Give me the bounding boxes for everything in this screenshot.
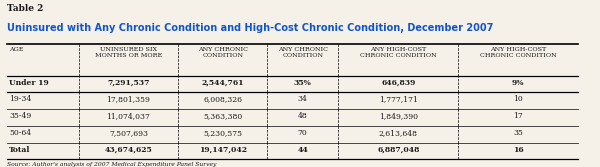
Text: 2,544,761: 2,544,761: [202, 79, 244, 87]
Text: 17,801,359: 17,801,359: [107, 95, 151, 103]
Text: 35: 35: [514, 129, 523, 137]
Text: ANY CHRONIC
CONDITION: ANY CHRONIC CONDITION: [198, 47, 248, 58]
Text: 44: 44: [298, 146, 308, 154]
Text: 7,291,537: 7,291,537: [107, 79, 150, 87]
Text: ANY CHRONIC
CONDITION: ANY CHRONIC CONDITION: [278, 47, 328, 58]
Text: 5,230,575: 5,230,575: [203, 129, 242, 137]
Text: 70: 70: [298, 129, 308, 137]
Text: ANY HIGH-COST
CHRONIC CONDITION: ANY HIGH-COST CHRONIC CONDITION: [360, 47, 437, 58]
Text: 1,849,390: 1,849,390: [379, 112, 418, 120]
Text: AGE: AGE: [10, 47, 24, 52]
Text: Source: Author's analysis of 2007 Medical Expenditure Panel Survey: Source: Author's analysis of 2007 Medica…: [7, 162, 217, 167]
Text: 43,674,625: 43,674,625: [104, 146, 152, 154]
Text: 1,777,171: 1,777,171: [379, 95, 418, 103]
Text: 48: 48: [298, 112, 308, 120]
Text: 7,507,693: 7,507,693: [109, 129, 148, 137]
Text: Table 2: Table 2: [7, 4, 43, 13]
Text: 2,613,648: 2,613,648: [379, 129, 418, 137]
Text: 5,363,380: 5,363,380: [203, 112, 242, 120]
Text: 17: 17: [514, 112, 523, 120]
Text: 19-34: 19-34: [10, 95, 32, 103]
Text: 16: 16: [513, 146, 524, 154]
Text: 6,887,048: 6,887,048: [377, 146, 419, 154]
Text: 9%: 9%: [512, 79, 524, 87]
Text: 6,008,326: 6,008,326: [203, 95, 242, 103]
Text: 646,839: 646,839: [381, 79, 416, 87]
Text: Total: Total: [10, 146, 31, 154]
Text: UNINSURED SIX
MONTHS OR MORE: UNINSURED SIX MONTHS OR MORE: [95, 47, 162, 58]
Text: 11,074,037: 11,074,037: [107, 112, 151, 120]
Text: 34: 34: [298, 95, 308, 103]
Text: 10: 10: [514, 95, 523, 103]
Text: 19,147,042: 19,147,042: [199, 146, 247, 154]
Text: 35-49: 35-49: [10, 112, 32, 120]
Text: Uninsured with Any Chronic Condition and High-Cost Chronic Condition, December 2: Uninsured with Any Chronic Condition and…: [7, 23, 493, 33]
Text: 50-64: 50-64: [10, 129, 32, 137]
Text: ANY HIGH-COST
CHRONIC CONDITION: ANY HIGH-COST CHRONIC CONDITION: [480, 47, 557, 58]
Text: 35%: 35%: [294, 79, 311, 87]
Text: Under 19: Under 19: [10, 79, 49, 87]
